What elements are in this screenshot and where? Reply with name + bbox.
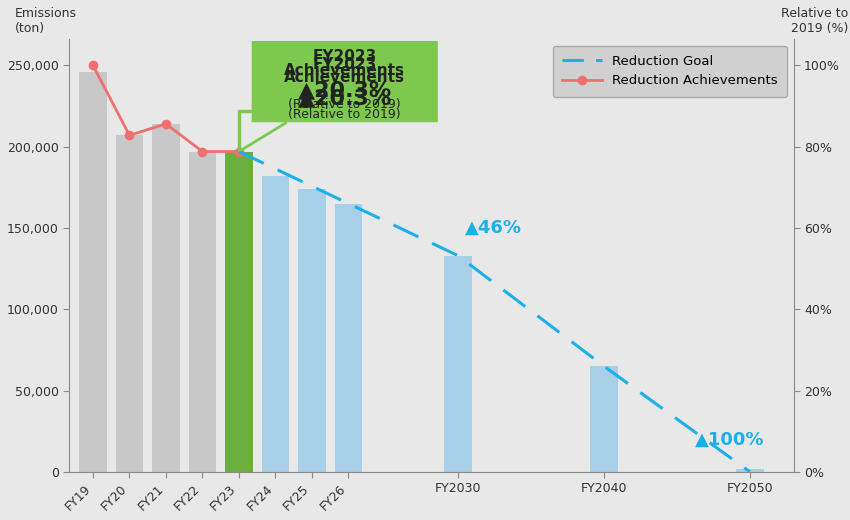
- Text: ▲20.3%: ▲20.3%: [298, 88, 392, 108]
- Text: ▲100%: ▲100%: [695, 431, 765, 449]
- Text: ▲46%: ▲46%: [465, 219, 522, 237]
- Bar: [590, 366, 618, 472]
- Text: Achievements: Achievements: [284, 70, 405, 85]
- Bar: [116, 135, 143, 472]
- Text: (Relative to 2019): (Relative to 2019): [288, 98, 401, 111]
- Bar: [225, 151, 252, 472]
- Text: Relative to
2019 (%): Relative to 2019 (%): [781, 7, 848, 35]
- Text: (Relative to 2019): (Relative to 2019): [288, 108, 401, 121]
- Bar: [189, 151, 216, 472]
- Bar: [445, 255, 472, 472]
- Text: ▲20.3%: ▲20.3%: [298, 80, 392, 100]
- Legend: Reduction Goal, Reduction Achievements: Reduction Goal, Reduction Achievements: [552, 46, 787, 97]
- Text: FY2023: FY2023: [313, 57, 377, 72]
- Bar: [298, 189, 326, 472]
- FancyBboxPatch shape: [252, 41, 438, 122]
- Text: FY2023: FY2023: [313, 49, 377, 64]
- Bar: [262, 176, 289, 472]
- Bar: [79, 72, 106, 472]
- Bar: [736, 469, 763, 472]
- Bar: [335, 203, 362, 472]
- Text: Achievements: Achievements: [284, 63, 405, 78]
- Bar: [152, 124, 179, 472]
- Text: Emissions
(ton): Emissions (ton): [15, 7, 76, 35]
